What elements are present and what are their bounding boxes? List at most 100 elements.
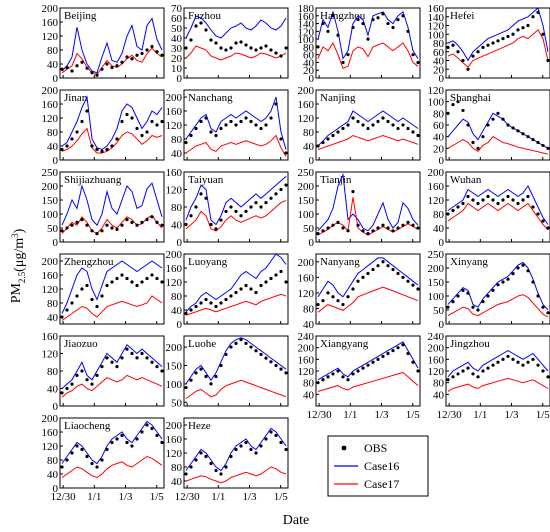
- case17-line: [447, 294, 549, 318]
- obs-point: [279, 440, 283, 445]
- obs-point: [391, 267, 395, 272]
- obs-point: [326, 29, 330, 33]
- obs-point: [496, 111, 500, 115]
- panel-frame: [445, 171, 550, 243]
- obs-point: [401, 275, 405, 279]
- obs-point: [110, 144, 114, 148]
- obs-point: [496, 283, 500, 287]
- y-tick-label: 120: [428, 21, 445, 33]
- y-tick-label: 0: [309, 73, 315, 85]
- y-tick-label: 160: [298, 99, 315, 111]
- case16-line: [61, 344, 163, 389]
- y-tick-label: 0: [439, 319, 445, 331]
- obs-point: [321, 299, 325, 303]
- obs-point: [546, 226, 550, 230]
- y-tick-label: 160: [428, 3, 445, 15]
- obs-point: [356, 369, 360, 373]
- case16-line: [61, 17, 163, 74]
- y-tick-label: 60: [171, 13, 183, 25]
- obs-point: [105, 147, 109, 152]
- obs-point: [189, 38, 193, 42]
- x-tick-label: 1/3: [118, 491, 133, 503]
- obs-point: [90, 229, 94, 233]
- case16-line: [185, 427, 287, 472]
- obs-point: [541, 369, 545, 373]
- obs-point: [501, 198, 505, 202]
- obs-point: [259, 444, 263, 448]
- obs-point: [249, 345, 253, 349]
- city-label: Luoyang: [188, 256, 228, 268]
- obs-point: [110, 226, 114, 230]
- obs-point: [456, 100, 460, 104]
- obs-point: [214, 374, 218, 379]
- y-tick-label: 100: [298, 34, 315, 46]
- y-tick-label: 80: [433, 108, 445, 120]
- obs-point: [416, 226, 420, 230]
- obs-point: [110, 65, 114, 70]
- obs-point: [204, 454, 208, 459]
- obs-point: [239, 214, 243, 218]
- obs-point: [321, 229, 325, 233]
- obs-point: [481, 300, 485, 304]
- obs-point: [331, 295, 335, 299]
- obs-point: [244, 209, 248, 213]
- obs-point: [160, 223, 164, 227]
- y-tick-label: 200: [166, 92, 183, 104]
- obs-point: [189, 308, 193, 312]
- obs-point: [331, 372, 335, 376]
- y-tick-label: 120: [298, 113, 315, 125]
- obs-point: [486, 194, 490, 199]
- y-tick-label: 120: [166, 185, 183, 197]
- obs-point: [416, 133, 420, 138]
- obs-point: [396, 271, 400, 276]
- panel-shijiazhuang: 0 50 100 150 200 250 Shijiazhuang: [42, 167, 165, 249]
- y-tick-label: 160: [428, 181, 445, 193]
- obs-point: [366, 363, 370, 367]
- obs-point: [95, 373, 99, 377]
- obs-point: [351, 372, 355, 376]
- obs-point: [224, 209, 228, 213]
- obs-point: [125, 55, 129, 59]
- obs-point: [264, 356, 268, 360]
- obs-point: [145, 356, 149, 360]
- obs-point: [214, 304, 218, 309]
- city-label: Xiangyang: [320, 338, 369, 350]
- obs-point: [135, 356, 139, 360]
- obs-point: [461, 369, 465, 373]
- obs-point: [371, 360, 375, 364]
- obs-point: [506, 277, 510, 281]
- obs-point: [341, 302, 345, 307]
- obs-point: [150, 44, 154, 49]
- obs-point: [199, 119, 203, 124]
- obs-point: [234, 290, 238, 295]
- case17-line: [61, 455, 163, 479]
- obs-point: [234, 123, 238, 127]
- obs-point: [516, 201, 520, 206]
- obs-point: [254, 451, 258, 455]
- obs-point: [371, 229, 375, 233]
- obs-point: [80, 60, 84, 64]
- obs-point: [326, 137, 330, 141]
- case16-line: [447, 112, 549, 149]
- obs-point: [75, 373, 79, 377]
- y-tick-label: 120: [298, 366, 315, 378]
- obs-point: [209, 38, 213, 42]
- obs-point: [189, 214, 193, 218]
- obs-point: [546, 311, 550, 315]
- city-label: Taiyuan: [188, 174, 224, 186]
- obs-point: [336, 130, 340, 134]
- y-tick-label: 40: [47, 469, 59, 481]
- obs-point: [491, 117, 495, 121]
- panel-grid: 04080120160200Beijing010203040506070Fuzh…: [42, 3, 550, 503]
- y-tick-label: 10: [171, 63, 183, 75]
- case17-line: [185, 466, 287, 484]
- obs-point: [541, 219, 545, 223]
- obs-point: [229, 294, 233, 298]
- obs-point: [155, 123, 159, 127]
- y-tick-label: 0: [439, 155, 445, 167]
- case17-line: [61, 47, 163, 76]
- obs-point: [366, 126, 370, 131]
- panel-tianjin: 0 50 100 150 200 250 Tianjin: [298, 167, 421, 249]
